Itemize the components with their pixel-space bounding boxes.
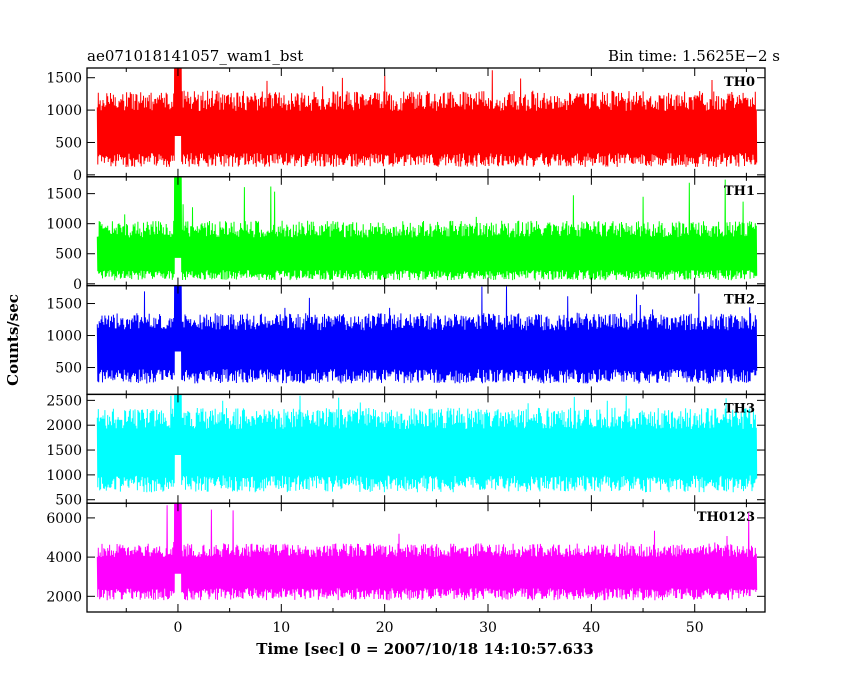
- bin-time-label: Bin time: 1.5625E−2 s: [608, 47, 780, 65]
- series-line-th1: [96, 176, 758, 281]
- panel-label-th0123: TH0123: [697, 510, 755, 525]
- y-tick-label: 0: [73, 168, 82, 184]
- x-tick-label: 50: [686, 620, 704, 636]
- panel-th1: 0 500 1000 1500 TH1: [46, 176, 766, 293]
- y-tick-label: 4000: [46, 550, 82, 566]
- y-tick-label: 1500: [46, 187, 82, 203]
- panel-label-th1: TH1: [724, 184, 755, 199]
- panel-label-th3: TH3: [724, 401, 755, 416]
- y-tick-label: 500: [55, 247, 82, 263]
- figure-title: ae071018141057_wam1_bst: [87, 47, 303, 65]
- series-line-th0123: [96, 503, 758, 601]
- y-tick-label: 500: [55, 493, 82, 509]
- y-tick-label: 2500: [46, 393, 82, 409]
- series-line-th0: [96, 67, 758, 168]
- y-tick-label: 500: [55, 135, 82, 151]
- panel-th0123: 2000 4000 6000 TH0123: [46, 502, 766, 613]
- x-tick-label: 30: [479, 620, 497, 636]
- y-tick-label: 1500: [46, 71, 82, 87]
- panel-th2: 500 1000 1500 TH2: [46, 284, 766, 396]
- y-tick-label: 500: [55, 361, 82, 377]
- panel-label-th0: TH0: [724, 75, 755, 90]
- y-tick-label: 1000: [46, 329, 82, 345]
- panel-th0: 0 500 1000 1500 TH0: [46, 67, 766, 184]
- y-axis-label: Counts/sec: [4, 294, 22, 386]
- y-tick-label: 6000: [46, 511, 82, 527]
- x-tick-label: 20: [376, 620, 394, 636]
- y-tick-label: 0: [73, 277, 82, 293]
- x-tick-label: 0: [173, 620, 182, 636]
- y-tick-label: 1000: [46, 217, 82, 233]
- y-tick-label: 2000: [46, 589, 82, 605]
- y-tick-label: 2000: [46, 418, 82, 434]
- x-tick-label: 10: [272, 620, 290, 636]
- series-line-th2: [96, 285, 758, 384]
- y-tick-label: 1000: [46, 103, 82, 119]
- panel-label-th2: TH2: [724, 293, 755, 308]
- y-tick-label: 1500: [46, 297, 82, 313]
- x-tick-label: 40: [582, 620, 600, 636]
- y-tick-label: 1500: [46, 443, 82, 459]
- y-tick-label: 1000: [46, 468, 82, 484]
- panel-th3: 500 1000 1500 2000 2500 TH3: [46, 393, 766, 509]
- x-axis-label: Time [sec] 0 = 2007/10/18 14:10:57.633: [256, 640, 593, 658]
- series-line-th3: [96, 394, 758, 493]
